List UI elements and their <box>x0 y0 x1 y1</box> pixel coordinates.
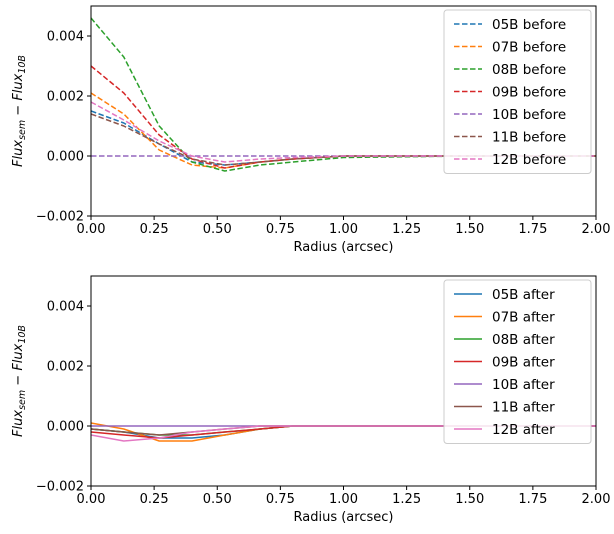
legend: 05B before 07B before 08B before 09B before… <box>443 9 592 174</box>
legend-label: 10B before <box>492 107 566 123</box>
legend-label: 12B after <box>492 422 555 438</box>
x-tick-label: 0.00 <box>77 222 106 237</box>
legend-box <box>443 9 592 174</box>
x-tick-label: 1.00 <box>329 222 358 237</box>
legend-label: 10B after <box>492 377 555 393</box>
x-tick-label: 1.50 <box>455 222 484 237</box>
y-tick-label: −0.002 <box>36 210 84 225</box>
x-tick-label: 1.50 <box>455 492 484 507</box>
x-tick-label: 0.75 <box>266 222 295 237</box>
series-line-12b-after <box>91 425 596 442</box>
x-tick-label: 2.00 <box>582 222 611 237</box>
y-tick-label: −0.002 <box>36 480 84 495</box>
panel-1: 0.00 0.25 0.50 0.75 1.00 1.25 1.50 1.75 2.00 −0.0… <box>11 5 611 255</box>
legend-label: 07B after <box>492 310 555 326</box>
legend-label: 09B after <box>492 355 555 371</box>
panel-2: 0.00 0.25 0.50 0.75 1.00 1.25 1.50 1.75 2.00 −0.0… <box>11 275 611 525</box>
legend-box <box>443 279 592 444</box>
legend-label: 09B before <box>492 85 566 101</box>
x-tick-label: 0.25 <box>140 222 169 237</box>
x-axis-label: Radius (arcsec) <box>294 510 394 525</box>
x-axis-label: Radius (arcsec) <box>294 240 394 255</box>
legend-label: 05B after <box>492 287 555 303</box>
legend-label: 12B before <box>492 152 566 168</box>
series-group <box>91 17 596 172</box>
x-tick-label: 1.00 <box>329 492 358 507</box>
series-line-12b-before <box>91 101 596 163</box>
legend-label: 11B after <box>492 400 555 416</box>
legend-label: 08B after <box>492 332 555 348</box>
y-tick-label: 0.002 <box>47 360 84 375</box>
legend-label: 05B before <box>492 17 566 33</box>
legend-label: 08B before <box>492 62 566 78</box>
series-group <box>91 422 596 442</box>
y-tick-label: 0.002 <box>47 90 84 105</box>
y-tick-label: 0.004 <box>47 300 84 315</box>
legend: 05B after 07B after 08B after 09B after 10B … <box>443 279 592 444</box>
x-tick-label: 0.25 <box>140 492 169 507</box>
y-axis-label: Fluxsem − Flux10B <box>11 325 28 437</box>
x-tick-label: 1.25 <box>392 492 421 507</box>
y-tick-label: 0.000 <box>47 150 84 165</box>
x-tick-label: 2.00 <box>582 492 611 507</box>
x-tick-label: 1.25 <box>392 222 421 237</box>
x-tick-label: 0.50 <box>203 492 232 507</box>
y-tick-label: 0.004 <box>47 30 84 45</box>
series-line-11b-before <box>91 113 596 166</box>
x-tick-label: 1.75 <box>518 492 547 507</box>
y-axis-label: Fluxsem − Flux10B <box>11 55 28 167</box>
y-tick-label: 0.000 <box>47 420 84 435</box>
x-tick-label: 0.00 <box>77 492 106 507</box>
x-tick-label: 0.50 <box>203 222 232 237</box>
x-tick-label: 1.75 <box>518 222 547 237</box>
legend-label: 11B before <box>492 130 566 146</box>
x-tick-label: 0.75 <box>266 492 295 507</box>
legend-label: 07B before <box>492 40 566 56</box>
